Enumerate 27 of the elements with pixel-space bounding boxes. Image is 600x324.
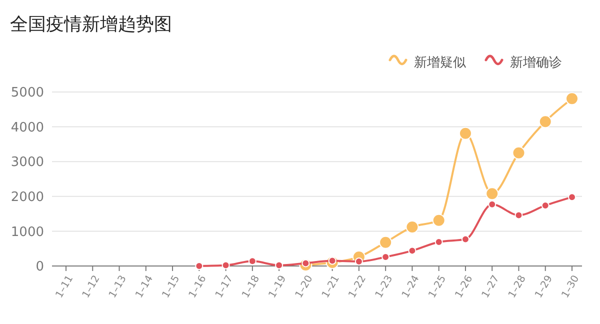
point (354, 257, 363, 266)
point (432, 214, 446, 227)
point (512, 146, 526, 160)
point (458, 126, 472, 140)
legend-label: 新增确诊 (510, 56, 562, 71)
point (514, 211, 523, 220)
point (379, 236, 392, 249)
point (566, 92, 578, 106)
point (195, 262, 204, 270)
point (275, 261, 284, 270)
y-tick-label: 4000 (10, 120, 44, 136)
point (568, 193, 576, 202)
y-tick-label: 5000 (10, 86, 44, 101)
legend-label: 新增疑似 (414, 56, 466, 71)
point (408, 246, 416, 255)
y-tick-label: 3000 (10, 155, 44, 170)
point (406, 220, 419, 234)
point (488, 200, 496, 208)
point (538, 115, 552, 128)
point (248, 257, 256, 266)
point (461, 235, 470, 244)
y-tick-label: 2000 (10, 190, 44, 205)
chart-title: 全国疫情新增趋势图 (10, 14, 172, 35)
point (486, 187, 499, 200)
point (222, 261, 230, 270)
y-tick-label: 0 (36, 260, 44, 275)
y-tick-label: 1000 (10, 224, 44, 240)
